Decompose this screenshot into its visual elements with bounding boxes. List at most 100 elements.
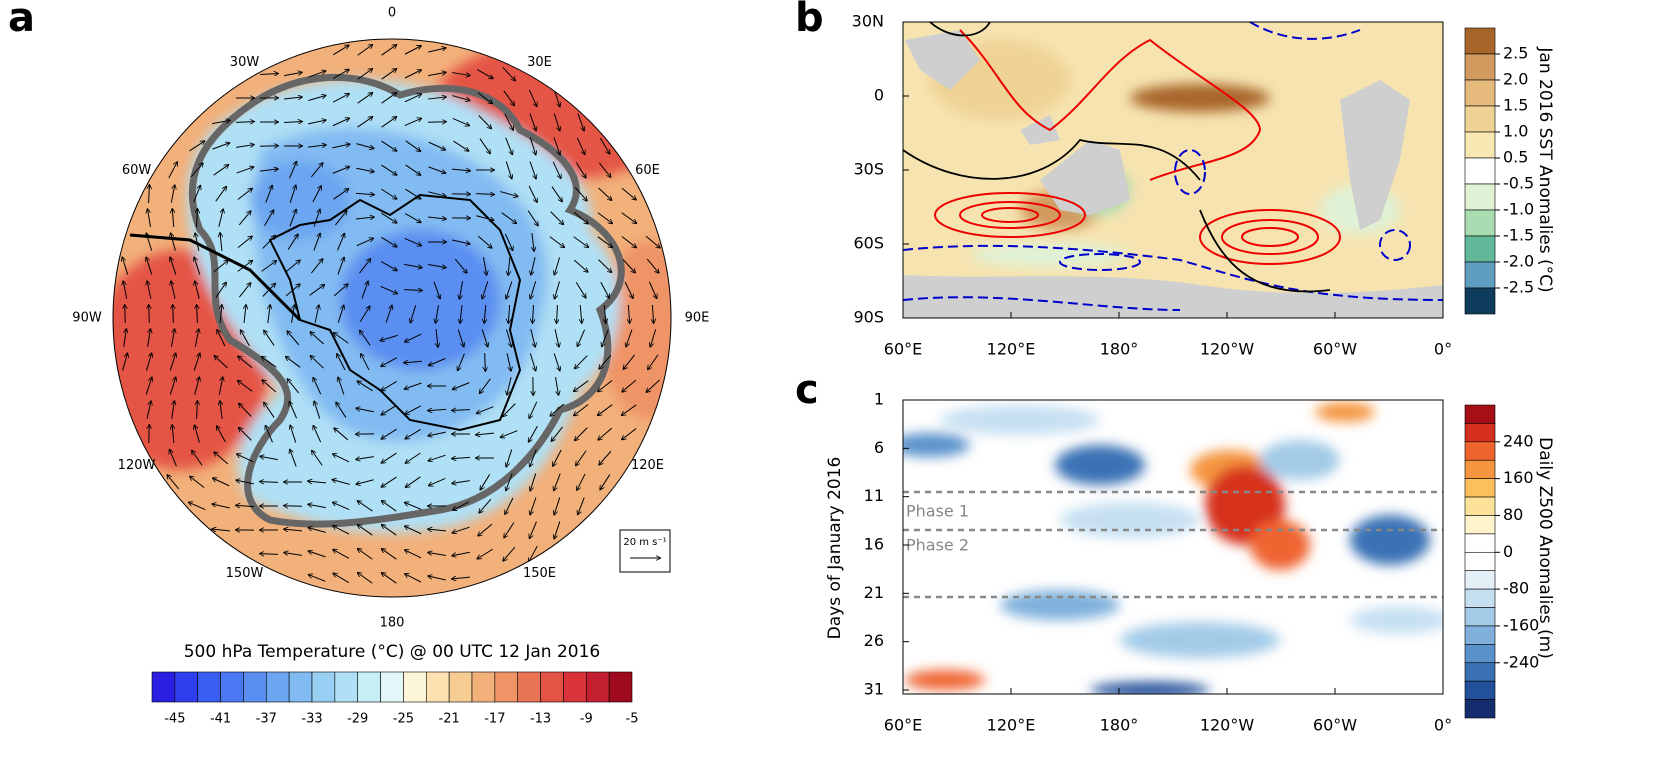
x-tick-label: 180° [1100,716,1139,735]
x-tick-label: 60°W [1313,716,1357,735]
longitude-label: 120W [118,458,156,473]
colorbar-title: Jan 2016 SST Anomalies (°C) [1535,46,1555,292]
colorbar-tick-label: -1.5 [1503,226,1534,245]
longitude-label: 0 [388,6,396,21]
wind-arrow [428,122,446,123]
phase-label: Phase 1 [906,502,969,521]
colorbar-box [1465,262,1495,288]
colorbar-box [1465,589,1495,607]
x-tick-label: 0° [1434,716,1452,735]
colorbar-tick-label: -25 [393,712,414,727]
x-tick-label: 120°E [987,340,1036,359]
colorbar-box [266,672,289,702]
colorbar-tick-label: -37 [256,712,277,727]
colorbar-tick-label: -1.0 [1503,200,1534,219]
wind-arrow [284,506,302,507]
colorbar-tick-label: -2.0 [1503,252,1534,271]
colorbar-box [426,672,449,702]
colorbar-box [449,672,472,702]
colorbar-box [1465,210,1495,236]
y-tick-label: 60S [853,234,884,253]
colorbar-tick-label: -17 [484,712,505,727]
colorbar-tick-label: 0.5 [1503,148,1528,167]
longitude-label: 30E [527,55,552,70]
colorbar-box [1465,132,1495,158]
x-tick-label: 0° [1434,340,1452,359]
colorbar-box [358,672,381,702]
colorbar-tick-label: -45 [164,712,185,727]
y-tick-label: 31 [864,680,884,699]
longitude-label: 150W [226,566,264,581]
longitude-label: 60W [122,163,152,178]
colorbar-tick-label: 1.0 [1503,122,1528,141]
colorbar-box [1465,80,1495,106]
colorbar-tick-label: -2.5 [1503,278,1534,297]
sst-map [903,22,1443,318]
x-tick-label: 60°W [1313,340,1357,359]
y-tick-label: 21 [864,583,884,602]
longitude-label: 90W [72,311,102,326]
colorbar-box [1465,681,1495,699]
vector-key: 20 m s⁻¹ [623,537,666,548]
colorbar-box [1465,158,1495,184]
y-tick-label: 16 [864,535,884,554]
colorbar-box [1465,644,1495,662]
colorbar-box [1465,423,1495,441]
colorbar-box [472,672,495,702]
polar-map [90,30,700,610]
colorbar-tick-label: 240 [1503,431,1534,450]
wind-arrow [260,554,278,555]
colorbar-tick-label: -13 [530,712,551,727]
colorbar-box [1465,663,1495,681]
wind-arrow [125,305,126,323]
colorbar-tick-label: -80 [1503,579,1529,598]
colorbar-tick-label: -21 [439,712,460,727]
colorbar-tick-label: -9 [580,712,593,727]
longitude-label: 150E [523,566,556,581]
colorbar-box [518,672,541,702]
colorbar-box [221,672,244,702]
colorbar-box [312,672,335,702]
colorbar-tick-label: 160 [1503,468,1534,487]
colorbar-box [1465,497,1495,515]
colorbar-box [1465,515,1495,533]
y-tick-label: 30S [853,160,884,179]
longitude-label: 180 [380,616,405,631]
longitude-label: 120E [631,458,664,473]
y-tick-label: 90S [853,308,884,327]
x-tick-label: 60°E [884,716,922,735]
x-tick-label: 120°E [987,716,1036,735]
colorbar-box [1465,626,1495,644]
colorbar-tick-label: -29 [347,712,368,727]
colorbar-tick-label: 1.5 [1503,96,1528,115]
colorbar-box [243,672,266,702]
colorbar-box [586,672,609,702]
wind-arrow [149,425,150,443]
colorbar-box [1465,608,1495,626]
longitude-label: 60E [635,163,660,178]
colorbar-box [1465,479,1495,497]
x-tick-label: 180° [1100,340,1139,359]
colorbar-tick-label: -33 [301,712,322,727]
colorbar-box [1465,534,1495,552]
colorbar-box [1465,184,1495,210]
hovmoller [890,400,1450,698]
colorbar-box [335,672,358,702]
longitude-label: 90E [685,311,710,326]
y-tick-label: 0 [874,86,884,105]
colorbar-box [289,672,312,702]
colorbar-box [495,672,518,702]
x-tick-label: 60°E [884,340,922,359]
colorbar-box [1465,405,1495,423]
colorbar-box [403,672,426,702]
y-tick-label: 11 [864,486,884,505]
y-tick-label: 1 [874,390,884,409]
colorbar-tick-label: -160 [1503,615,1539,634]
colorbar-box [563,672,586,702]
colorbar-tick-label: -0.5 [1503,174,1534,193]
colorbar-box [1465,571,1495,589]
colorbar-box [381,672,404,702]
colorbar-box [1465,54,1495,80]
y-axis-title: Days of January 2016 [825,457,845,640]
